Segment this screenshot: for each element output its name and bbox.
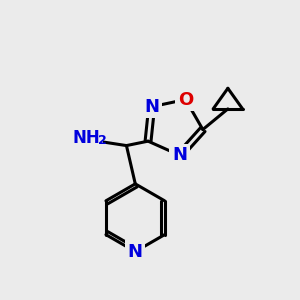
Text: O: O — [178, 91, 193, 109]
Text: N: N — [128, 243, 143, 261]
Text: N: N — [172, 146, 187, 164]
Text: 2: 2 — [98, 134, 107, 147]
Text: N: N — [144, 98, 159, 116]
Text: NH: NH — [73, 129, 100, 147]
